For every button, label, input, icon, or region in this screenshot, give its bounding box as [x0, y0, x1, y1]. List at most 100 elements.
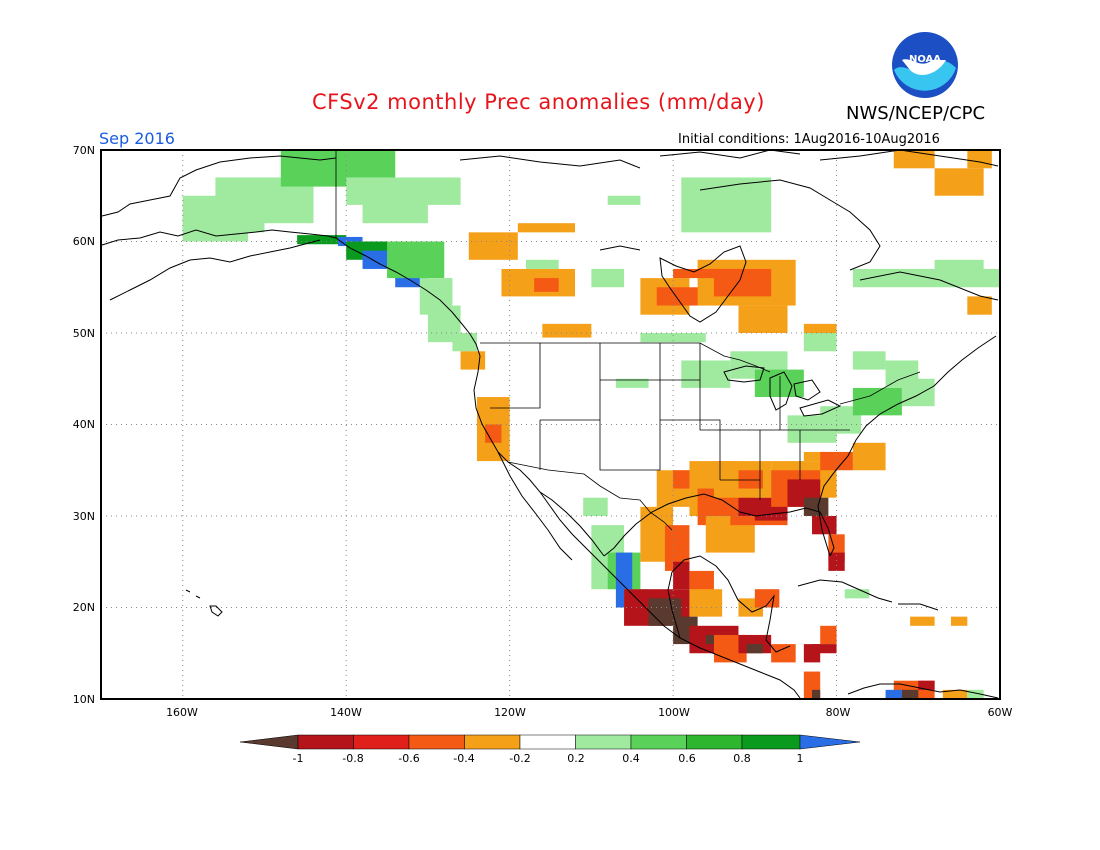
month-label: Sep 2016 [99, 129, 175, 148]
colorbar-label: 0.6 [678, 752, 696, 765]
anomaly-cell [893, 680, 935, 699]
anomaly-cell [297, 235, 347, 245]
baja-coast [497, 451, 605, 561]
anomaly-cell [713, 634, 747, 663]
anomaly-cell [673, 561, 690, 590]
colorbar-label: 0.2 [567, 752, 585, 765]
anomaly-cell [305, 150, 363, 169]
anomaly-cell [624, 589, 690, 626]
initial-conditions-label: Initial conditions: 1Aug2016-10Aug2016 [678, 132, 940, 147]
lon-label-160w: 160W [166, 706, 198, 719]
anomaly-cell [967, 150, 992, 169]
anomaly-cell [828, 552, 845, 571]
anomaly-cell [885, 360, 919, 388]
colorbar-swatch-zero [519, 734, 576, 750]
anomaly-cell [387, 241, 445, 279]
logo-wave [894, 60, 956, 91]
anomaly-cell [689, 625, 739, 654]
hispaniola [898, 603, 939, 611]
anomaly-cell [746, 644, 763, 654]
anomaly-cell [705, 516, 755, 553]
political-borders [335, 150, 921, 531]
lon-axis: 160W 140W 120W 100W 80W 60W [166, 706, 1012, 719]
anomaly-cell [615, 552, 633, 608]
lat-label-10n: 10N [73, 693, 95, 706]
anomaly-cell [705, 195, 755, 224]
anomaly-cell [452, 333, 477, 352]
anomaly-cell [754, 502, 788, 521]
title: CFSv2 monthly Prec anomalies (mm/day) [312, 90, 765, 114]
anomaly-cell [738, 598, 763, 617]
anomaly-cell [362, 195, 428, 224]
anomaly-cell [640, 278, 690, 315]
anomaly-cell [967, 296, 992, 315]
anomaly-cell [820, 625, 837, 645]
arctic-islands [459, 149, 999, 301]
south-america-coast [847, 683, 999, 699]
anomaly-cell [901, 378, 935, 407]
colorbar [239, 734, 861, 750]
anomaly-cell [738, 497, 788, 516]
anomaly-cell [346, 177, 461, 205]
colorbar-label: -0.6 [398, 752, 419, 765]
anomaly-cells [182, 150, 1000, 699]
gulf-coast [603, 493, 835, 653]
anomaly-cell [591, 268, 625, 288]
hawaii [185, 589, 223, 617]
colorbar-swatch-p8 [741, 734, 801, 750]
anomaly-cell [803, 333, 837, 352]
anomaly-cell [852, 268, 1000, 288]
anomaly-cell [697, 488, 755, 526]
coastlines [101, 149, 999, 699]
hudson-bay [659, 245, 747, 323]
cuba [797, 579, 893, 603]
anomaly-cell [607, 195, 641, 205]
anomaly-cell [910, 616, 935, 626]
gridlines [101, 150, 1000, 699]
colorbar-label: -0.4 [453, 752, 474, 765]
logo-text: NOAA [909, 54, 941, 65]
anomaly-cell [640, 506, 674, 562]
colorbar-swatch-p2 [575, 734, 632, 750]
west-coast [473, 355, 801, 699]
anomaly-cell [852, 351, 886, 370]
anomaly-cell [844, 589, 870, 599]
anomaly-cell [828, 534, 845, 562]
anomaly-cell [501, 268, 576, 297]
anomaly-cell [689, 589, 723, 617]
anomaly-cell [681, 177, 772, 233]
anomaly-cell [362, 250, 396, 269]
lat-label-70n: 70N [73, 144, 95, 157]
anomaly-cell [738, 305, 788, 333]
colorbar-label: -0.8 [342, 752, 363, 765]
us-state-lines [490, 343, 850, 500]
anomaly-cell [950, 616, 968, 626]
anomaly-cell [771, 461, 837, 498]
anomaly-cell [697, 259, 796, 306]
lat-label-40n: 40N [73, 418, 95, 431]
anomaly-cell [812, 689, 821, 699]
anomaly-cell [689, 570, 714, 599]
alaska-coast [101, 155, 337, 301]
anomaly-cell [934, 259, 984, 279]
anomaly-cell [664, 525, 690, 571]
anomaly-cell [803, 644, 821, 663]
anomaly-cell [427, 305, 461, 343]
anomaly-cell [852, 442, 886, 471]
anomaly-cell [705, 634, 739, 645]
anomaly-cell [673, 268, 739, 279]
colorbar-labels: -1 -0.8 -0.6 -0.4 -0.2 0.2 0.4 0.6 0.8 1 [293, 752, 804, 765]
anomaly-cell [485, 424, 502, 443]
lat-label-30n: 30N [73, 510, 95, 523]
anomaly-cell [583, 497, 608, 516]
anomaly-cell [803, 323, 837, 333]
colorbar-label: -1 [293, 752, 304, 765]
colorbar-swatch-p4 [630, 734, 687, 750]
logo-bird [902, 59, 946, 75]
anomaly-cell [419, 278, 453, 315]
anomaly-cell [942, 689, 968, 699]
anomaly-cell [689, 461, 739, 516]
anomaly-cell [820, 451, 853, 471]
anomaly-cell [738, 634, 772, 654]
anomaly-cell [754, 589, 780, 608]
